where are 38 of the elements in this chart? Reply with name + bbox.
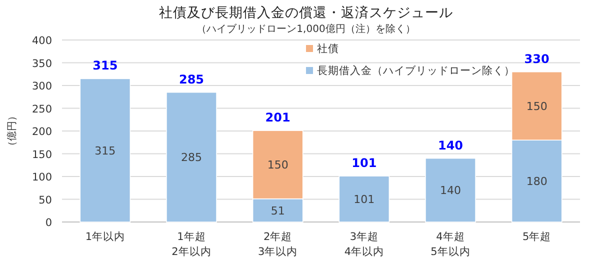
total-label: 201: [265, 110, 290, 125]
x-tick-label: 5年超: [522, 231, 552, 243]
y-axis-title: （億円）: [6, 111, 18, 151]
data-label: 285: [181, 151, 202, 164]
data-label: 51: [270, 204, 285, 218]
y-tick-label: 150: [32, 148, 52, 161]
y-tick-label: 50: [38, 194, 52, 206]
bar: [80, 78, 131, 222]
chart-title: 社債及び長期借入金の償還・返済スケジュール: [159, 5, 453, 21]
x-tick-label: 1年超 2年以内: [172, 231, 212, 258]
x-tick-label: 4年超 5年以内: [430, 231, 470, 258]
legend-label: 長期借入金（ハイブリッドローン除く）: [317, 64, 515, 77]
x-tick-label: 2年超 3年以内: [258, 231, 298, 258]
y-tick-label: 250: [32, 103, 52, 116]
total-label: 285: [178, 72, 204, 86]
x-tick-label: 3年超 4年以内: [344, 231, 384, 258]
bar: [338, 176, 390, 222]
data-label: 315: [94, 144, 116, 158]
y-tick-label: 100: [32, 172, 52, 184]
total-label: 315: [92, 58, 118, 73]
bar: [166, 92, 217, 222]
y-tick-label: 350: [32, 58, 52, 70]
chart-subtitle: （ハイブリッドローン1,000億円（注）を除く）: [196, 23, 416, 35]
total-label: 330: [524, 52, 550, 66]
y-tick-label: 0: [45, 217, 52, 229]
y-tick-label: 200: [32, 126, 52, 138]
total-label: 140: [438, 138, 464, 152]
data-label: 150: [526, 100, 548, 113]
x-tick-label: 1年以内: [85, 230, 126, 243]
data-label: 150: [267, 158, 288, 172]
data-label: 140: [440, 184, 461, 198]
y-tick-label: 300: [32, 80, 52, 92]
data-label: 180: [526, 175, 548, 188]
data-label: 101: [354, 193, 375, 206]
bar: [425, 158, 476, 222]
legend-label: 社債: [317, 42, 339, 55]
total-label: 101: [352, 156, 377, 170]
y-tick-label: 400: [32, 35, 52, 47]
